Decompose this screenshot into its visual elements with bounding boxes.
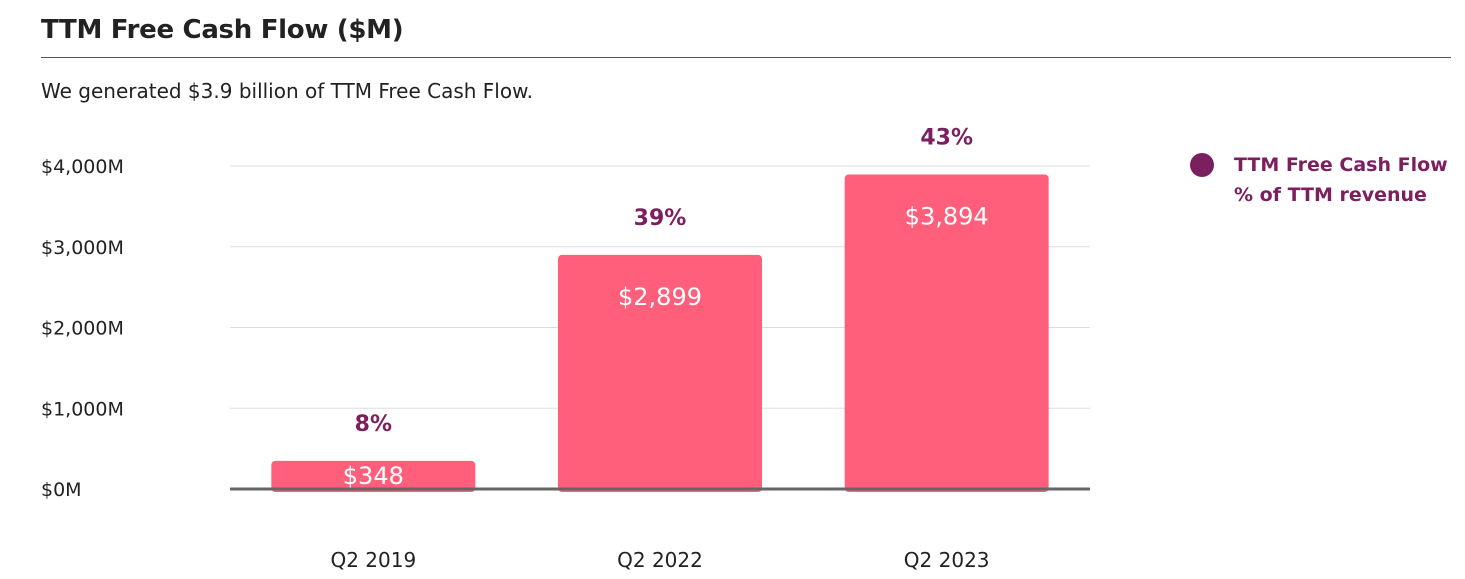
legend-label: TTM Free Cash Flow % of TTM revenue (1234, 154, 1448, 206)
chart-subtitle: We generated $3.9 billion of TTM Free Ca… (41, 79, 533, 103)
bar (271, 460, 476, 492)
bar-value-label: $348 (343, 462, 404, 490)
bar (558, 254, 762, 492)
y-tick-label: $3,000M (41, 237, 124, 259)
y-tick-label: $1,000M (41, 398, 124, 420)
bar-value-label: $3,894 (905, 203, 989, 231)
title-divider (41, 57, 1451, 58)
bar (844, 174, 1049, 492)
percent-label: 43% (920, 126, 973, 151)
y-tick-label: $4,000M (41, 156, 124, 178)
y-tick-label: $0M (41, 479, 82, 501)
percent-label: 8% (355, 412, 392, 437)
bar-value-label: $2,899 (618, 283, 702, 311)
x-tick-label: Q2 2023 (904, 548, 990, 572)
y-tick-label: $2,000M (41, 318, 124, 340)
percent-label: 39% (634, 206, 687, 231)
x-tick-label: Q2 2019 (330, 548, 416, 572)
chart-title: TTM Free Cash Flow ($M) (41, 15, 404, 45)
x-tick-label: Q2 2022 (617, 548, 703, 572)
legend-dot-icon (1190, 153, 1214, 177)
chart-legend: TTM Free Cash Flow % of TTM revenue (1190, 150, 1454, 210)
